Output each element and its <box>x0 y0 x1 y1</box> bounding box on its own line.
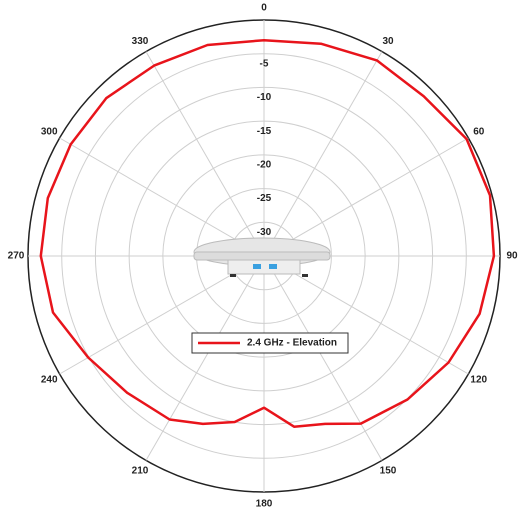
angle-label: 210 <box>132 465 149 476</box>
r-tick-label: -10 <box>257 92 272 103</box>
spoke <box>59 255 265 375</box>
angle-label: 120 <box>470 375 487 386</box>
angle-label: 0 <box>261 3 267 14</box>
angle-label: 180 <box>256 499 273 510</box>
angle-label: 240 <box>41 375 58 386</box>
r-tick-label: -20 <box>257 159 272 170</box>
spoke <box>145 255 265 461</box>
spoke <box>263 51 383 257</box>
angle-label: 150 <box>380 465 397 476</box>
r-tick-label: -30 <box>257 227 272 238</box>
spoke <box>145 51 265 257</box>
spoke <box>263 255 383 461</box>
spoke <box>263 137 469 257</box>
curves <box>39 38 496 428</box>
angle-label: 30 <box>382 36 394 47</box>
spoke <box>263 255 469 375</box>
ring <box>162 154 366 358</box>
legend-box <box>191 332 349 354</box>
legend: 2.4 GHz - Elevation <box>191 332 349 354</box>
legend-label: 2.4 GHz - Elevation <box>247 338 337 349</box>
angle-label: 270 <box>8 251 25 262</box>
angle-label: 300 <box>41 127 58 138</box>
ring <box>94 86 434 426</box>
angle-label: 60 <box>473 127 485 138</box>
angle-label: 90 <box>506 251 518 262</box>
spoke <box>59 137 265 257</box>
angle-label: 330 <box>132 36 149 47</box>
device-image <box>193 237 331 277</box>
ring <box>128 120 400 392</box>
r-tick-label: -15 <box>257 126 272 137</box>
ring <box>61 53 467 459</box>
pattern-line <box>39 38 496 428</box>
r-tick-label: -25 <box>257 193 272 204</box>
r-tick-label: -5 <box>260 58 269 69</box>
